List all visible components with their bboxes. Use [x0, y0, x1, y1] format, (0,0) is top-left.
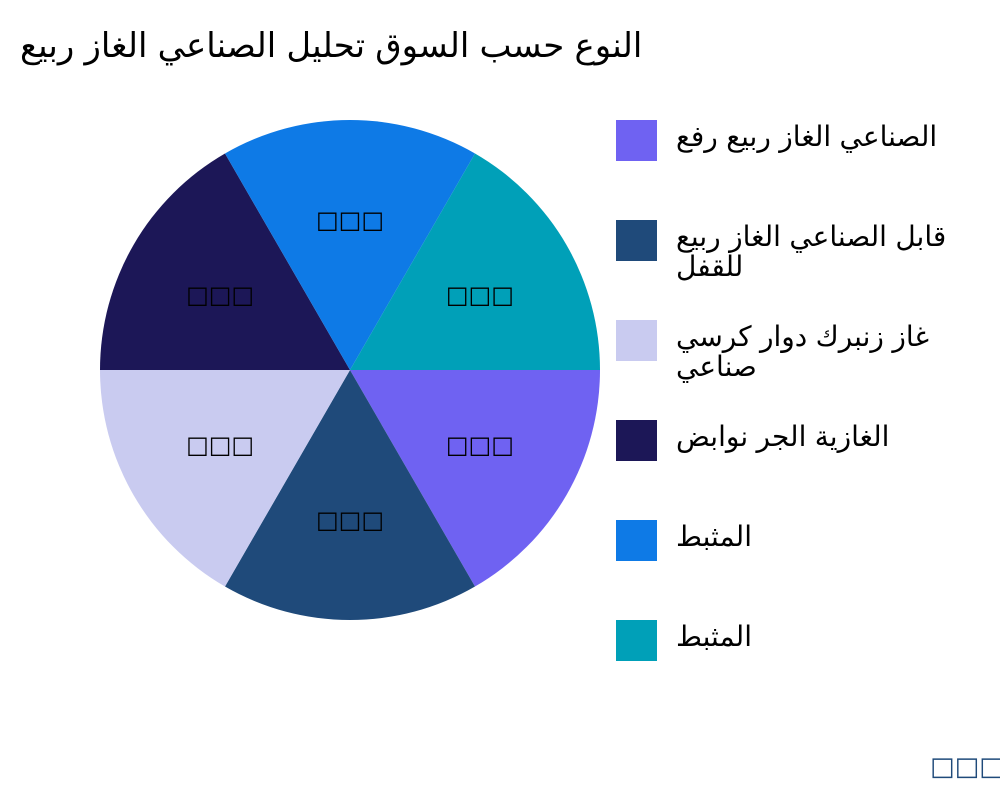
legend-label: رفع ربيع الغاز الصناعي	[676, 120, 938, 153]
legend-label: نوابض الجر الغازية	[676, 420, 890, 453]
legend-label: ربيع الغاز الصناعي قابلللقفل	[676, 220, 947, 283]
pie-slice	[225, 119, 475, 370]
legend-swatch	[616, 620, 657, 661]
legend-swatch	[616, 220, 657, 261]
legend-swatch	[616, 420, 657, 461]
legend-swatch	[616, 520, 657, 561]
chart-title: ربيع الغاز الصناعي تحليل السوق حسب النوع	[20, 26, 643, 66]
pie-slice	[100, 153, 350, 370]
legend-item: كرسي دوار زنبرك غازصناعي	[616, 320, 1000, 383]
slice-label: □□□	[446, 431, 514, 459]
legend-label: المثبط	[676, 620, 752, 653]
pie-slice	[350, 153, 600, 370]
pie-slice	[350, 370, 600, 587]
legend-swatch	[616, 120, 657, 161]
pie-slice	[225, 370, 475, 620]
slice-label: □□□	[446, 281, 514, 309]
legend-label: المثبط	[676, 520, 752, 553]
slice-label: □□□	[186, 281, 254, 309]
legend-label: كرسي دوار زنبرك غازصناعي	[676, 320, 930, 383]
footer-text: □□□	[930, 752, 1000, 782]
legend-item: ربيع الغاز الصناعي قابلللقفل	[616, 220, 1000, 283]
slice-label: □□□	[316, 206, 384, 234]
legend-item: رفع ربيع الغاز الصناعي	[616, 120, 1000, 180]
slice-label: □□□	[316, 506, 384, 534]
legend-item: المثبط	[616, 520, 1000, 580]
pie-slice	[100, 370, 350, 587]
legend-swatch	[616, 320, 657, 361]
slice-label: □□□	[186, 431, 254, 459]
legend-item: نوابض الجر الغازية	[616, 420, 1000, 480]
legend-item: المثبط	[616, 620, 1000, 680]
